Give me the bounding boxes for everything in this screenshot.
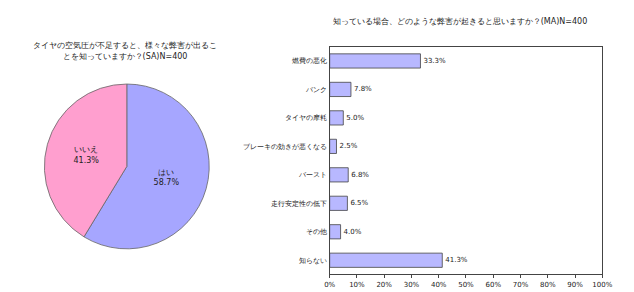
- svg-text:燃費の悪化: 燃費の悪化: [292, 57, 327, 65]
- svg-text:タイヤの摩耗: タイヤの摩耗: [285, 114, 327, 122]
- svg-text:パンク: パンク: [305, 86, 327, 94]
- svg-text:10%: 10%: [349, 281, 365, 289]
- svg-text:いいえ41.3%: いいえ41.3%: [73, 145, 99, 164]
- svg-text:バースト: バースト: [298, 171, 327, 179]
- svg-text:90%: 90%: [567, 281, 583, 289]
- svg-text:41.3%: 41.3%: [445, 256, 468, 264]
- svg-text:100%: 100%: [592, 281, 612, 289]
- svg-text:7.8%: 7.8%: [354, 85, 372, 93]
- svg-text:5.0%: 5.0%: [346, 114, 364, 122]
- svg-text:6.5%: 6.5%: [350, 199, 368, 207]
- svg-text:0%: 0%: [324, 281, 335, 289]
- svg-text:知らない: 知らない: [299, 257, 327, 265]
- svg-text:80%: 80%: [540, 281, 556, 289]
- svg-text:30%: 30%: [404, 281, 420, 289]
- svg-text:33.3%: 33.3%: [423, 57, 446, 65]
- svg-text:50%: 50%: [458, 281, 474, 289]
- html-text:タイヤの空気圧が不足すると、様々な弊害が出ることを知っていま: タイヤの空気圧が不足すると、様々な弊害が出ることを知っていますか？(SA)N=4…: [33, 41, 217, 61]
- html-text:知っている場合、どのような弊害が起きると思いますか？(MA): 知っている場合、どのような弊害が起きると思いますか？(MA)N=400: [332, 17, 588, 26]
- svg-text:2.5%: 2.5%: [340, 142, 358, 150]
- svg-text:60%: 60%: [485, 281, 501, 289]
- svg-text:4.0%: 4.0%: [344, 228, 362, 236]
- svg-text:その他: その他: [306, 228, 327, 236]
- svg-text:6.8%: 6.8%: [351, 171, 369, 179]
- svg-text:はい58.7%: はい58.7%: [154, 168, 180, 187]
- svg-text:ブレーキの効きが悪くなる: ブレーキの効きが悪くなる: [243, 143, 327, 151]
- svg-text:20%: 20%: [376, 281, 392, 289]
- svg-text:70%: 70%: [513, 281, 529, 289]
- svg-text:40%: 40%: [431, 281, 447, 289]
- svg-text:走行安定性の低下: 走行安定性の低下: [271, 200, 327, 208]
